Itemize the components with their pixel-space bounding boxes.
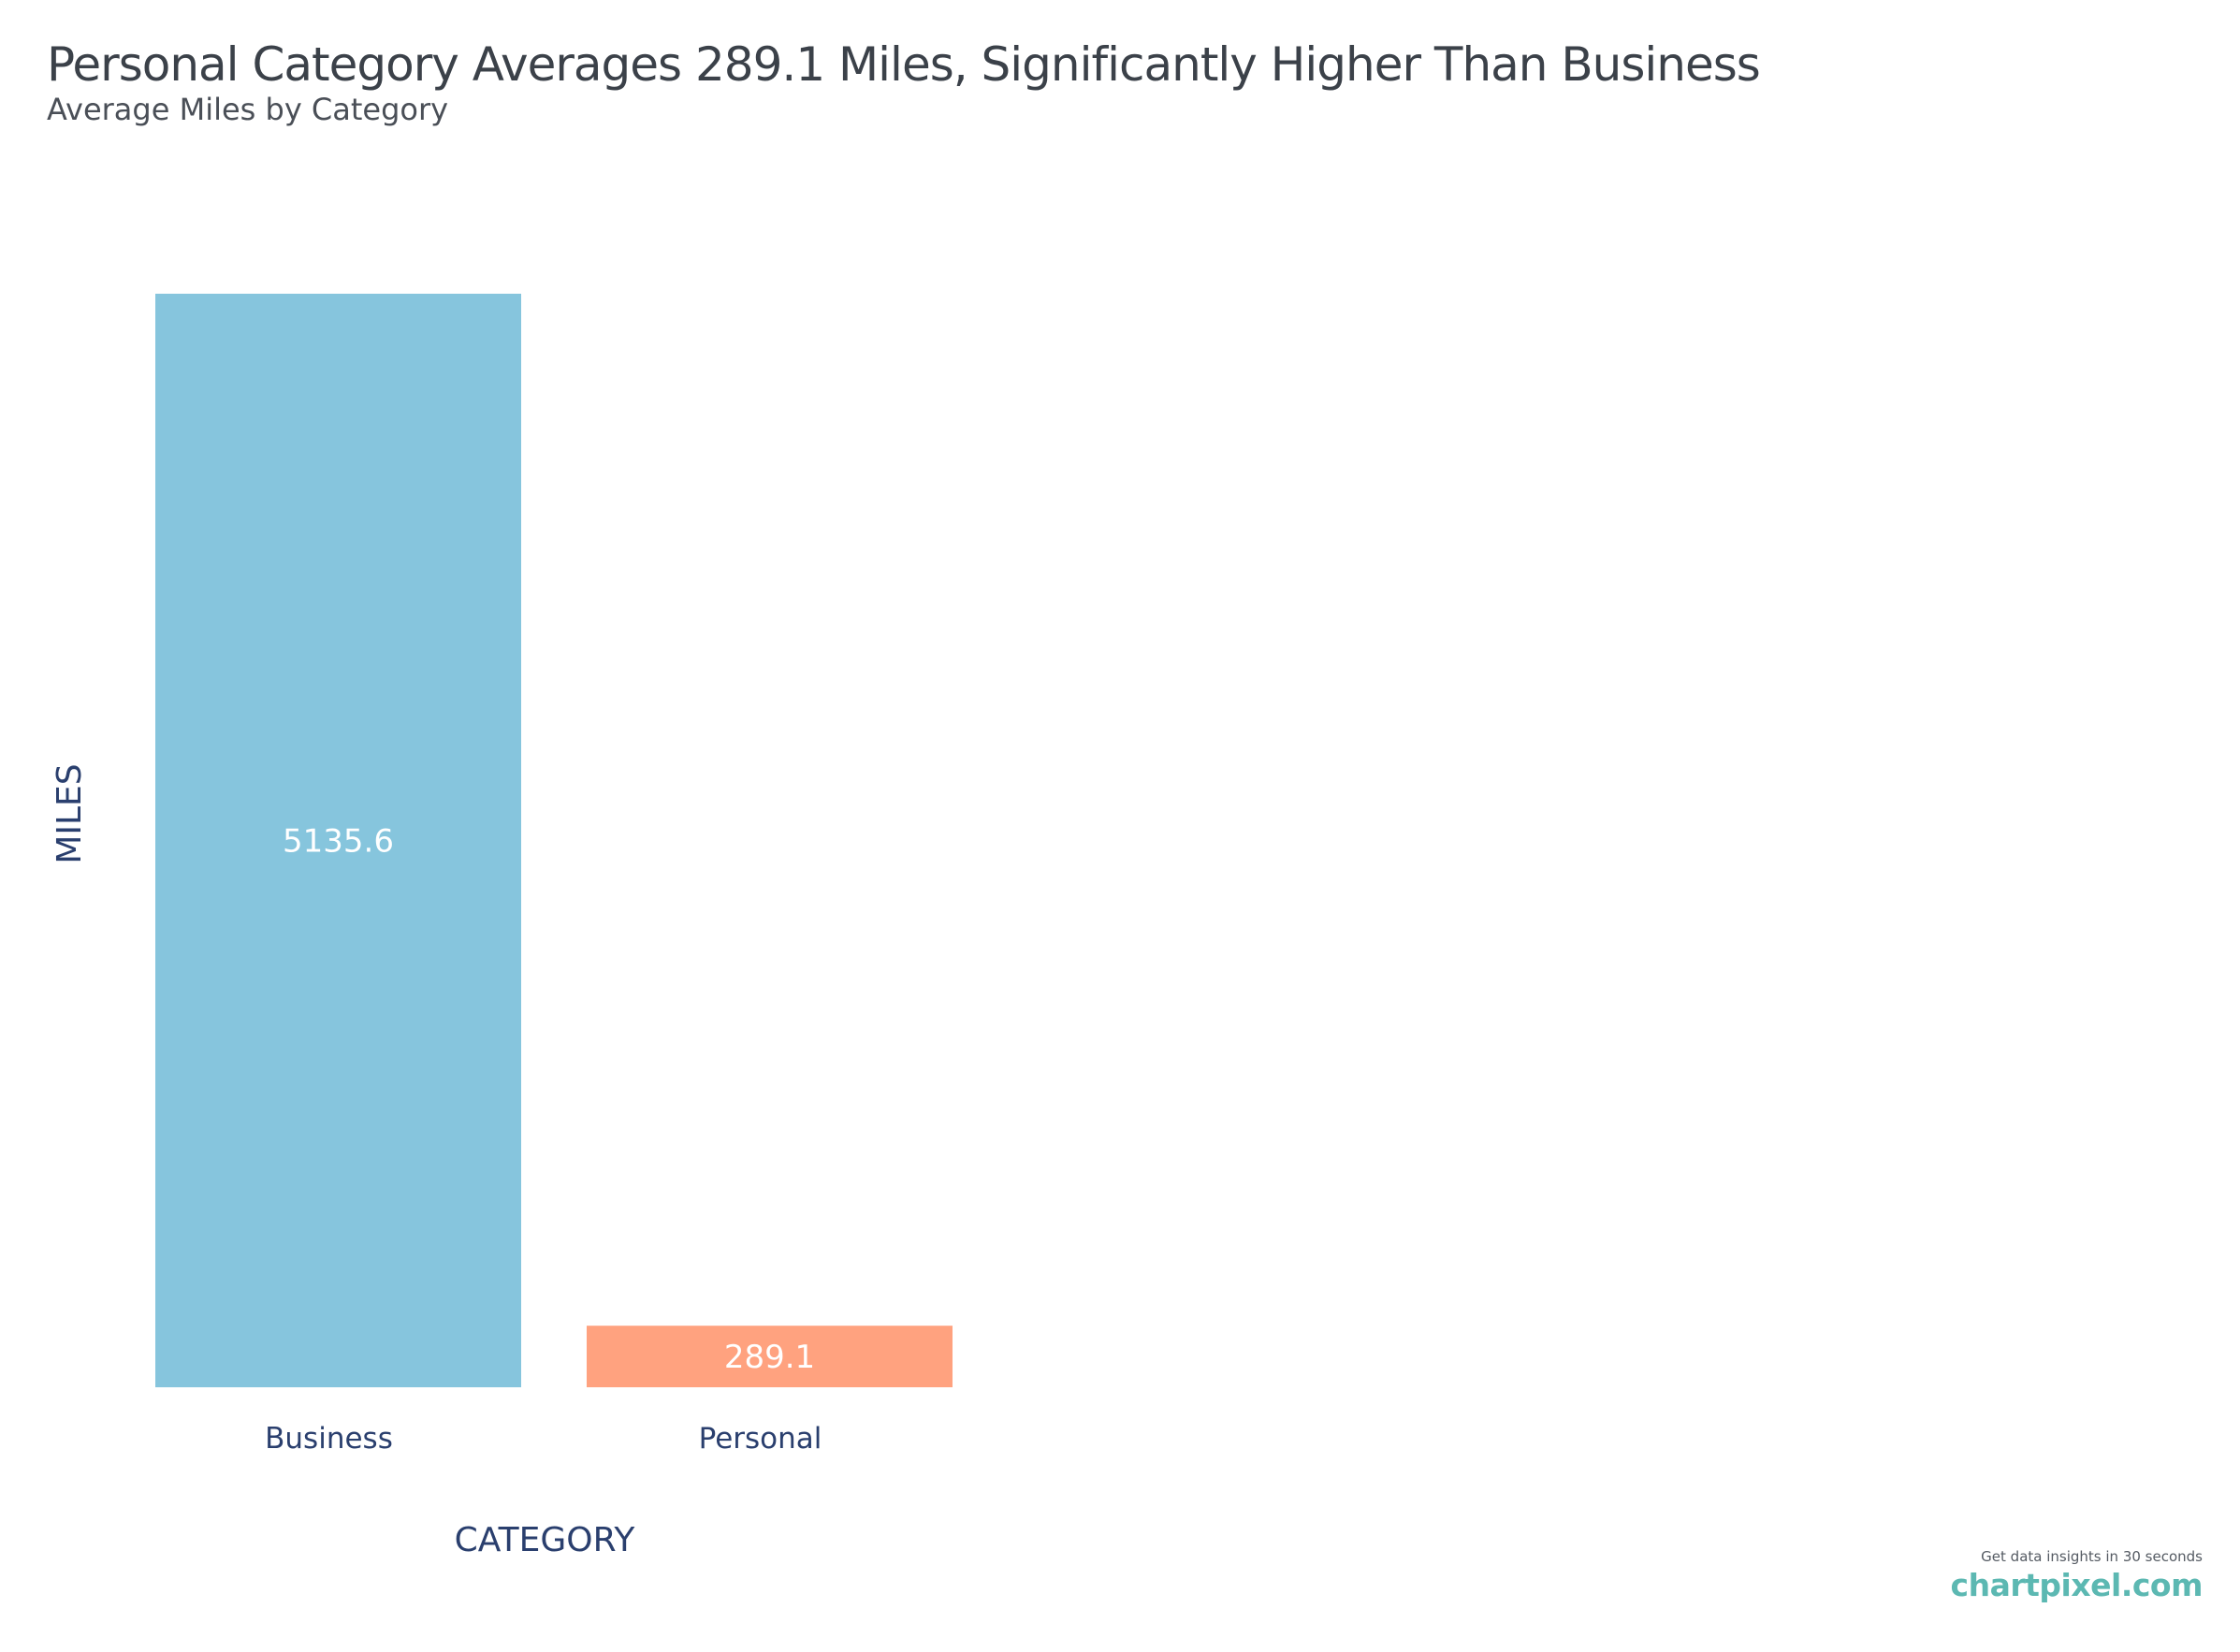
- data-label-personal: 289.1: [724, 1339, 815, 1376]
- x-tick-label-business: Business: [265, 1422, 393, 1456]
- watermark[interactable]: Get data insights in 30 seconds chartpix…: [1950, 1548, 2204, 1603]
- watermark-tagline: Get data insights in 30 seconds: [1981, 1548, 2203, 1565]
- x-tick-label-personal: Personal: [699, 1422, 822, 1456]
- bar-business[interactable]: [155, 294, 521, 1387]
- data-label-business: 5135.6: [283, 823, 394, 861]
- chart-subtitle: Average Miles by Category: [47, 92, 449, 127]
- bar-personal[interactable]: [587, 1326, 953, 1387]
- watermark-brand-link[interactable]: chartpixel.com: [1950, 1567, 2204, 1603]
- chart-title: Personal Category Averages 289.1 Miles, …: [47, 37, 1761, 92]
- x-axis-title: CATEGORY: [455, 1521, 636, 1559]
- y-axis-title: MILES: [51, 763, 89, 863]
